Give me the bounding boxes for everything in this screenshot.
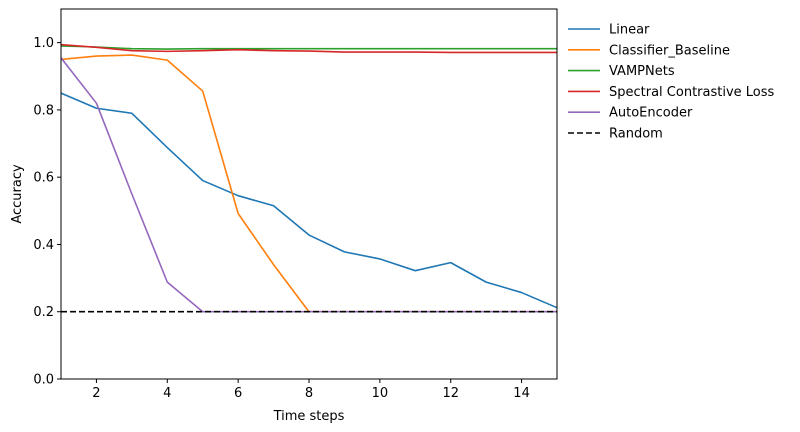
series-line-3 <box>61 43 557 54</box>
y-axis-ticks: 0.0 0.2 0.4 0.6 0.8 1.0 <box>33 36 61 388</box>
y-tick-label: 0.0 <box>33 373 54 388</box>
series-line-1 <box>61 54 557 313</box>
y-tick-label: 0.8 <box>33 103 54 118</box>
series-line-0 <box>61 92 557 309</box>
y-axis-label: Accuracy <box>10 164 25 224</box>
legend-label: Spectral Contrastive Loss <box>609 85 775 100</box>
x-tick-label: 6 <box>234 386 242 401</box>
x-tick-label: 14 <box>513 386 530 401</box>
x-tick-label: 12 <box>442 386 459 401</box>
legend-label: VAMPNets <box>609 64 675 79</box>
x-axis-label: Time steps <box>273 409 345 424</box>
plot-lines <box>61 43 557 313</box>
plot-frame <box>60 8 558 380</box>
x-tick-label: 8 <box>305 386 313 401</box>
legend: Linear Classifier_Baseline VAMPNets Spectra… <box>568 23 775 142</box>
legend-label: AutoEncoder <box>609 106 693 121</box>
x-tick-label: 2 <box>92 386 100 401</box>
series-line-2 <box>61 45 557 50</box>
x-tick-label: 10 <box>372 386 389 401</box>
legend-label: Random <box>609 127 663 142</box>
x-axis-ticks: 2 4 6 8 10 12 14 <box>92 379 530 401</box>
series-line-4 <box>61 57 557 313</box>
legend-label: Linear <box>609 23 650 38</box>
y-tick-label: 0.4 <box>33 238 54 253</box>
y-tick-label: 0.6 <box>33 171 54 186</box>
x-tick-label: 4 <box>163 386 171 401</box>
y-tick-label: 0.2 <box>33 305 54 320</box>
y-tick-label: 1.0 <box>33 36 54 51</box>
legend-label: Classifier_Baseline <box>609 43 730 58</box>
